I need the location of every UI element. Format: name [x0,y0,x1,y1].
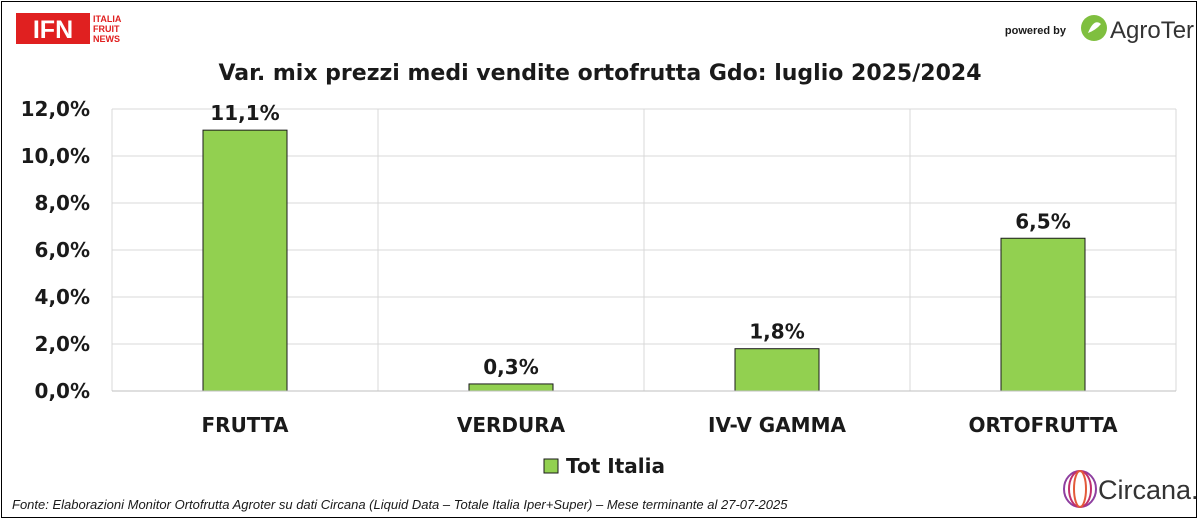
powered-by-label: powered by [1005,25,1067,37]
agroter-logo-text: AgroTer [1110,17,1194,44]
legend: Tot Italia [543,454,665,478]
y-tick-label: 4,0% [35,285,90,309]
ifn-logo-letters: IFN [33,16,73,44]
data-label: 11,1% [210,101,279,125]
category-label: VERDURA [457,413,566,437]
bar-verdura [468,383,554,392]
ifn-logo: IFN ITALIA FRUIT NEWS [16,13,122,44]
ifn-logo-line2: FRUIT [93,24,120,34]
data-label: 6,5% [1015,209,1070,233]
legend-label: Tot Italia [566,454,665,478]
category-label: FRUTTA [202,413,289,437]
chart-title: Var. mix prezzi medi vendite ortofrutta … [218,61,981,86]
data-label: 0,3% [483,355,538,379]
circana-swirl-icon [1063,470,1097,508]
agroter-leaf-shape [1088,22,1101,33]
ifn-logo-line3: NEWS [93,34,120,44]
ifn-logo-box [16,13,90,44]
bar-ortofrutta [1000,237,1086,392]
ifn-logo-line1: ITALIA [93,14,122,24]
y-tick-label: 2,0% [35,332,90,356]
bar-frutta [202,129,288,392]
category-label: ORTOFRUTTA [968,413,1118,437]
legend-swatch [543,458,559,474]
source-note: Fonte: Elaborazioni Monitor Ortofrutta A… [12,497,788,512]
y-tick-label: 8,0% [35,191,90,215]
bar-iv-v-gamma [734,348,820,392]
x-axis-categories: FRUTTA VERDURA IV-V GAMMA ORTOFRUTTA [202,413,1119,437]
data-labels: 11,1% 0,3% 1,8% 6,5% [210,101,1070,379]
bar-series [202,129,1086,392]
circana-logo-text: Circana. [1098,475,1199,505]
circana-logo: Circana. [1063,470,1199,508]
category-label: IV-V GAMMA [708,413,846,437]
y-tick-label: 0,0% [35,379,90,403]
y-axis-ticks: 0,0% 2,0% 4,0% 6,0% 8,0% 10,0% 12,0% [21,97,90,403]
y-tick-label: 10,0% [21,144,90,168]
y-tick-label: 6,0% [35,238,90,262]
agroter-logo: AgroTer [1081,15,1194,44]
y-tick-label: 12,0% [21,97,90,121]
data-label: 1,8% [749,320,804,344]
grid-lines [111,108,1177,391]
